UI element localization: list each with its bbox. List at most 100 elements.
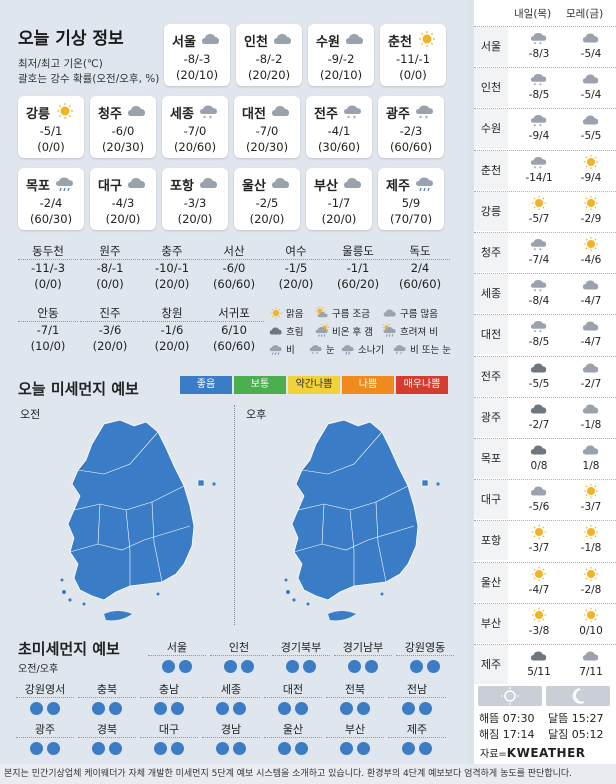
forecast-day2: -1/8 — [566, 523, 616, 555]
pm-level-dot — [241, 660, 254, 673]
minor-city-prob: (20/0) — [154, 277, 190, 291]
forecast-day1: * * -14/1 — [514, 153, 564, 185]
weather-icon-slot — [126, 173, 148, 193]
forecast-day1: * * -8/5 — [514, 317, 564, 349]
city-card: 세종 * * -7/0 (20/60) — [162, 96, 228, 158]
city-card: 대구 -4/3 (20/0) — [90, 168, 156, 230]
sun-icon — [583, 566, 599, 581]
forecast-row: 대전 * * -8/5 -4/7 — [474, 314, 616, 355]
sun-icon — [57, 103, 73, 119]
fine-dust-region: 충남 — [140, 682, 198, 698]
forecast-row: 청주 * * -7/4 -4/6 — [474, 232, 616, 272]
minor-city-prob: (20/0) — [92, 339, 128, 353]
minor-city-cell: 동두천 -11/-3 (0/0) — [18, 242, 78, 292]
forecast-day2-temp: -4/7 — [580, 336, 602, 349]
sun-icon — [531, 525, 547, 540]
fine-dust-cell: 경기남부 — [334, 640, 392, 673]
forecast-city: 부산 — [474, 603, 508, 643]
forecast-day2: 1/8 — [566, 441, 616, 473]
legend-item: 구름 많음 — [382, 306, 438, 320]
forecast-day1: -5/6 — [514, 482, 564, 514]
forecast-day2: -2/7 — [566, 359, 616, 391]
subtitle-prob: 괄호는 강수 확률(오전/오후, %) — [18, 73, 160, 85]
city-temp: -5/1 — [39, 124, 63, 138]
am-level-dot — [92, 702, 105, 715]
snow-cloud-icon: * * — [309, 345, 322, 356]
am-level-dot — [30, 742, 43, 755]
minor-city-prob: (10/0) — [30, 339, 66, 353]
minor-city-temp: -7/1 — [36, 323, 60, 337]
cloud-icon — [582, 280, 599, 290]
am-level-dot — [154, 742, 167, 755]
fine-dust-region: 전남 — [388, 682, 446, 698]
am-level-dot — [402, 742, 415, 755]
forecast-row: 춘천 * * -14/1 -9/4 — [474, 149, 616, 190]
svg-text:*: * — [539, 166, 542, 171]
forecast-city: 서울 — [474, 27, 508, 66]
forecast-day1-temp: -8/4 — [528, 295, 550, 308]
cloud-icon — [530, 486, 547, 496]
city-card: 청주 -6/0 (20/30) — [90, 96, 156, 158]
cloud-icon — [582, 74, 599, 84]
legend-item: 흐려져 비 — [382, 324, 438, 338]
shower-icon — [341, 345, 354, 355]
city-prob: (20/60) — [173, 140, 217, 154]
province-borders — [293, 431, 415, 586]
forecast-day2-temp: -9/4 — [580, 171, 602, 184]
fine-dust-subtitle: 오전/오후 — [18, 664, 59, 675]
forecast-day2-temp: -1/8 — [580, 418, 602, 431]
ulleungdo — [421, 479, 429, 487]
sun-icon — [531, 607, 547, 622]
minor-city-name: 독도 — [390, 242, 450, 260]
city-name: 포항 — [170, 179, 194, 194]
pm-level-dot — [109, 702, 122, 715]
dark-cloud-icon — [530, 363, 547, 373]
city-name: 청주 — [98, 107, 122, 122]
pm-level-dot — [171, 702, 184, 715]
minor-city-temp: -3/6 — [98, 323, 122, 337]
svg-text:*: * — [400, 351, 402, 356]
minor-city-cell: 충주 -10/-1 (20/0) — [142, 242, 202, 292]
weather-icon-slot — [200, 29, 222, 49]
city-temp: -2/3 — [399, 124, 423, 138]
fine-dust-region: 전북 — [326, 682, 384, 698]
svg-text:*: * — [539, 330, 542, 335]
forecast-col1-header: 내일(목) — [514, 8, 552, 20]
pm-level-dot — [357, 702, 370, 715]
today-panel: 오늘 기상 정보 최저/최고 기온(℃) 괄호는 강수 확률(오전/오후, %)… — [16, 24, 454, 755]
cloud-icon — [346, 34, 363, 44]
pm-level-dot — [109, 742, 122, 755]
fine-dust-cell: 대구 — [140, 722, 198, 755]
sun-box — [478, 686, 542, 706]
forecast-day1-temp: 5/11 — [527, 666, 551, 678]
fine-dust-region: 대전 — [264, 682, 322, 698]
forecast-day1: -4/7 — [514, 565, 564, 597]
city-prob: (20/0) — [177, 212, 213, 226]
cloud-icon — [582, 445, 599, 455]
fine-dust-cell: 세종 — [202, 682, 260, 715]
forecast-day2: -1/8 — [566, 400, 616, 432]
sunset-text: 해짐 17:14 — [479, 728, 535, 741]
page-title: 오늘 기상 정보 — [18, 29, 124, 49]
city-card: 울산 -2/5 (20/0) — [234, 168, 300, 230]
fine-dust-region: 충북 — [78, 682, 136, 698]
forecast-row: 울산 -4/7 -2/8 — [474, 561, 616, 602]
pm-label: 오후 — [246, 408, 267, 421]
forecast-day1-temp: -9/4 — [528, 130, 550, 143]
city-card: 제주 5/9 (70/70) — [378, 168, 444, 230]
forecast-day2-temp: 0/10 — [579, 624, 603, 637]
forecast-day2-temp: -4/6 — [580, 254, 602, 266]
legend-item: 흐림 — [268, 324, 303, 338]
svg-text:*: * — [534, 289, 537, 294]
city-temp: -4/3 — [111, 196, 135, 210]
legend-label: 구름 많음 — [400, 309, 438, 320]
pm-level-dot — [295, 742, 308, 755]
forecast-day1-temp: 0/8 — [530, 460, 548, 472]
dust-scale-item: 보통 — [234, 376, 286, 394]
islands — [60, 578, 160, 606]
weather-icon-slot — [270, 101, 292, 121]
forecast-day1-temp: -2/7 — [528, 418, 550, 431]
snow-cloud-icon: * * — [530, 280, 547, 294]
sun-icon — [501, 687, 519, 705]
minor-city-temp: -1/6 — [160, 323, 184, 337]
